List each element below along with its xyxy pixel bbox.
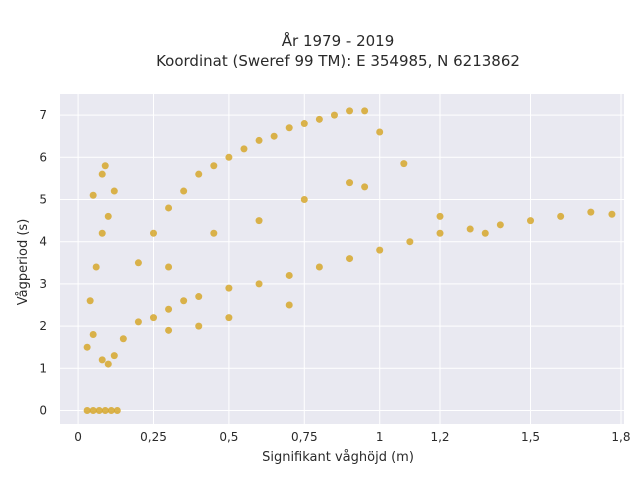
x-tick-label: 0,25 xyxy=(140,430,167,444)
data-point xyxy=(346,255,354,263)
data-point xyxy=(98,229,106,237)
data-point xyxy=(300,195,308,203)
data-point xyxy=(134,259,142,267)
data-point xyxy=(104,360,112,368)
y-axis-ticks: 0 1 2 3 4 5 6 7 xyxy=(39,108,47,417)
data-point xyxy=(98,170,106,178)
data-point xyxy=(83,343,91,351)
data-point xyxy=(225,153,233,161)
data-point xyxy=(330,111,338,119)
data-points xyxy=(83,107,616,414)
x-tick-label: 0 xyxy=(74,430,82,444)
data-point xyxy=(149,229,157,237)
data-point xyxy=(180,187,188,195)
data-point xyxy=(436,229,444,237)
data-point xyxy=(466,225,474,233)
chart-title-line1: År 1979 - 2019 xyxy=(282,31,395,50)
y-tick-label: 4 xyxy=(39,235,47,249)
data-point xyxy=(95,406,103,414)
data-point xyxy=(107,406,115,414)
y-tick-label: 1 xyxy=(39,361,47,375)
data-point xyxy=(436,212,444,220)
x-axis-ticks: 0 0,25 0,5 0,75 1 1,2 1,5 1,8 xyxy=(74,430,630,444)
data-point xyxy=(101,406,109,414)
data-point xyxy=(113,406,121,414)
y-tick-label: 7 xyxy=(39,108,47,122)
data-point xyxy=(361,107,369,115)
data-point xyxy=(315,263,323,271)
data-point xyxy=(406,238,414,246)
data-point xyxy=(255,280,263,288)
data-point xyxy=(285,271,293,279)
data-point xyxy=(165,263,173,271)
data-point xyxy=(255,136,263,144)
data-point xyxy=(89,406,97,414)
data-point xyxy=(315,115,323,123)
data-point xyxy=(195,322,203,330)
y-tick-label: 2 xyxy=(39,319,47,333)
data-point xyxy=(270,132,278,140)
data-point xyxy=(110,352,118,360)
data-point xyxy=(165,305,173,313)
x-tick-label: 1,2 xyxy=(430,430,449,444)
data-point xyxy=(195,293,203,301)
x-axis-title: Signifikant våghöjd (m) xyxy=(262,450,414,465)
data-point xyxy=(527,217,535,225)
data-point xyxy=(496,221,504,229)
data-point xyxy=(110,187,118,195)
data-point xyxy=(346,179,354,187)
data-point xyxy=(587,208,595,216)
y-tick-label: 6 xyxy=(39,150,47,164)
data-point xyxy=(300,120,308,128)
data-point xyxy=(165,204,173,212)
data-point xyxy=(225,284,233,292)
data-point xyxy=(210,229,218,237)
data-point xyxy=(361,183,369,191)
y-tick-label: 0 xyxy=(39,403,47,417)
data-point xyxy=(376,128,384,136)
plot-area xyxy=(60,94,624,424)
chart-title-line2: Koordinat (Sweref 99 TM): E 354985, N 62… xyxy=(156,52,520,70)
data-point xyxy=(104,212,112,220)
data-point xyxy=(240,145,248,153)
data-point xyxy=(98,356,106,364)
data-point xyxy=(376,246,384,254)
data-point xyxy=(92,263,100,271)
data-point xyxy=(285,124,293,132)
data-point xyxy=(346,107,354,115)
data-point xyxy=(165,326,173,334)
data-point xyxy=(608,210,616,218)
data-point xyxy=(86,297,94,305)
x-tick-label: 1 xyxy=(376,430,384,444)
data-point xyxy=(195,170,203,178)
data-point xyxy=(180,297,188,305)
data-point xyxy=(83,406,91,414)
data-point xyxy=(89,191,97,199)
data-point xyxy=(400,160,408,168)
data-point xyxy=(210,162,218,170)
x-tick-label: 0,5 xyxy=(219,430,238,444)
data-point xyxy=(149,314,157,322)
x-tick-label: 0,75 xyxy=(291,430,318,444)
y-tick-label: 3 xyxy=(39,277,47,291)
data-point xyxy=(134,318,142,326)
data-point xyxy=(89,331,97,339)
data-point xyxy=(101,162,109,170)
data-point xyxy=(481,229,489,237)
grid xyxy=(60,94,624,424)
x-tick-label: 1,8 xyxy=(611,430,630,444)
x-tick-label: 1,5 xyxy=(521,430,540,444)
data-point xyxy=(119,335,127,343)
y-axis-title: Vågperiod (s) xyxy=(16,219,31,306)
data-point xyxy=(285,301,293,309)
data-point xyxy=(225,314,233,322)
data-point xyxy=(557,212,565,220)
y-tick-label: 5 xyxy=(39,192,47,206)
data-point xyxy=(255,217,263,225)
